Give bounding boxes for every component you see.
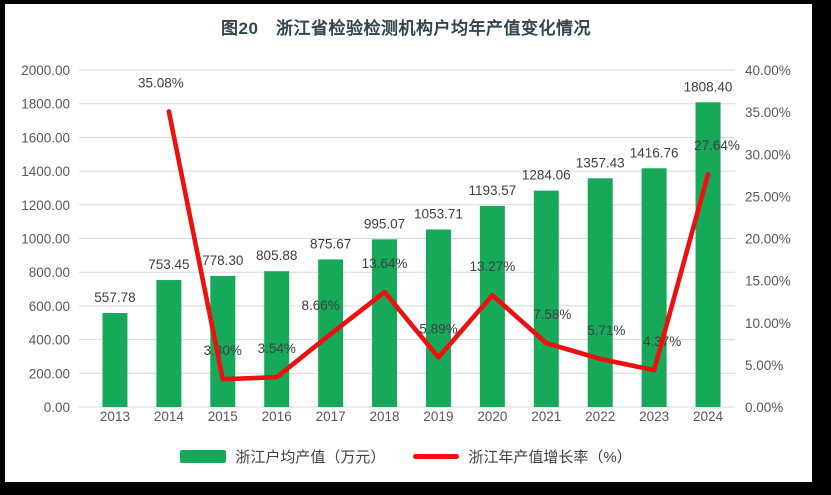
- right-axis-tick-label: 20.00%: [745, 232, 791, 247]
- bar-value-label: 557.78: [94, 290, 135, 305]
- left-axis-tick-label: 600.00: [29, 299, 70, 314]
- line-value-label: 3.30%: [204, 343, 242, 358]
- line-value-label: 7.58%: [533, 307, 571, 322]
- line-value-label: 13.64%: [362, 256, 408, 271]
- bar-2022: [587, 178, 613, 407]
- right-axis-tick-label: 35.00%: [745, 105, 791, 120]
- x-axis-label: 2018: [370, 409, 400, 424]
- bar-2024: [695, 102, 721, 407]
- legend: 浙江户均产值（万元） 浙江年产值增长率（%）: [0, 446, 812, 467]
- right-axis-tick-label: 5.00%: [745, 358, 783, 373]
- bar-value-label: 1284.06: [522, 168, 571, 183]
- x-axis-label: 2015: [208, 409, 238, 424]
- x-axis-label: 2024: [693, 409, 724, 424]
- bar-value-label: 995.07: [364, 216, 405, 231]
- x-axis-label: 2013: [100, 409, 130, 424]
- line-series-label: 浙江年产值增长率（%）: [468, 449, 632, 466]
- line-value-label: 13.27%: [469, 259, 515, 274]
- line-value-label: 27.64%: [694, 138, 740, 153]
- bar-value-label: 875.67: [310, 236, 351, 251]
- right-axis-tick-label: 0.00%: [745, 400, 783, 415]
- right-axis-tick-label: 15.00%: [745, 274, 791, 289]
- bar-2018: [372, 239, 398, 407]
- bar-series-swatch: [180, 450, 227, 463]
- right-axis-tick-label: 30.00%: [745, 147, 791, 162]
- x-axis-label: 2017: [316, 409, 346, 424]
- line-series-swatch: [413, 454, 460, 459]
- bar-value-label: 1357.43: [576, 155, 625, 170]
- bar-2016: [264, 271, 290, 407]
- bar-value-label: 1193.57: [468, 183, 516, 198]
- line-value-label: 5.71%: [587, 323, 625, 338]
- bar-2014: [156, 280, 182, 407]
- chart-title: 图20 浙江省检验检测机构户均年产值变化情况: [221, 19, 591, 38]
- x-axis-label: 2021: [531, 409, 561, 424]
- left-axis-tick-label: 1000.00: [21, 232, 70, 247]
- left-axis-tick-label: 1600.00: [21, 130, 70, 145]
- legend-item-line: 浙江年产值增长率（%）: [413, 446, 632, 467]
- chart-background: [5, 4, 812, 482]
- line-value-label: 8.66%: [301, 298, 339, 313]
- right-axis-tick-label: 25.00%: [745, 189, 791, 204]
- bar-value-label: 1053.71: [414, 206, 463, 221]
- left-axis-tick-label: 200.00: [29, 366, 70, 381]
- x-axis-label: 2022: [585, 409, 615, 424]
- bar-value-label: 778.30: [202, 253, 243, 268]
- bar-2019: [425, 229, 451, 407]
- bar-value-label: 805.88: [256, 248, 297, 263]
- bar-value-label: 753.45: [148, 257, 189, 272]
- bar-value-label: 1808.40: [684, 79, 733, 94]
- left-axis-tick-label: 800.00: [29, 265, 70, 280]
- x-axis-label: 2016: [262, 409, 292, 424]
- right-axis-tick-label: 10.00%: [745, 316, 791, 331]
- x-axis-label: 2023: [639, 409, 669, 424]
- left-axis-tick-label: 1400.00: [21, 164, 70, 179]
- x-axis-label: 2020: [477, 409, 507, 424]
- growth-rate-line: [166, 109, 711, 382]
- right-axis-tick-label: 40.00%: [745, 63, 791, 78]
- bar-series-label: 浙江户均产值（万元）: [235, 449, 386, 466]
- line-value-label: 3.54%: [258, 341, 296, 356]
- bar-value-label: 1416.76: [630, 145, 679, 160]
- x-axis-label: 2019: [423, 409, 453, 424]
- left-axis-tick-label: 400.00: [29, 333, 70, 348]
- x-axis-label: 2014: [154, 409, 185, 424]
- bar-2021: [533, 190, 559, 407]
- left-axis-tick-label: 0.00: [44, 400, 70, 415]
- left-axis-tick-label: 1800.00: [21, 97, 70, 112]
- line-value-label: 5.89%: [419, 321, 457, 336]
- line-value-label: 35.08%: [138, 75, 184, 90]
- left-axis-tick-label: 1200.00: [21, 198, 70, 213]
- legend-item-bar: 浙江户均产值（万元）: [180, 446, 385, 467]
- left-axis-tick-label: 2000.00: [21, 63, 70, 78]
- bar-2013: [102, 313, 128, 407]
